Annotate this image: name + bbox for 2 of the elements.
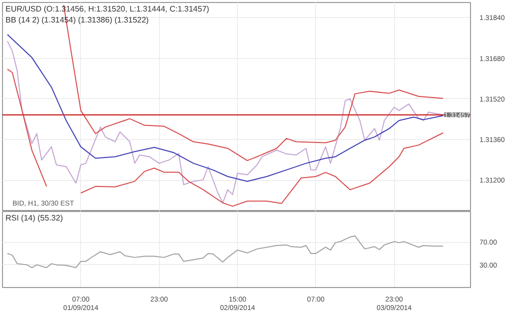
chart-title: RSI (14) (55.32) [6, 214, 64, 222]
line-series [6, 235, 444, 268]
